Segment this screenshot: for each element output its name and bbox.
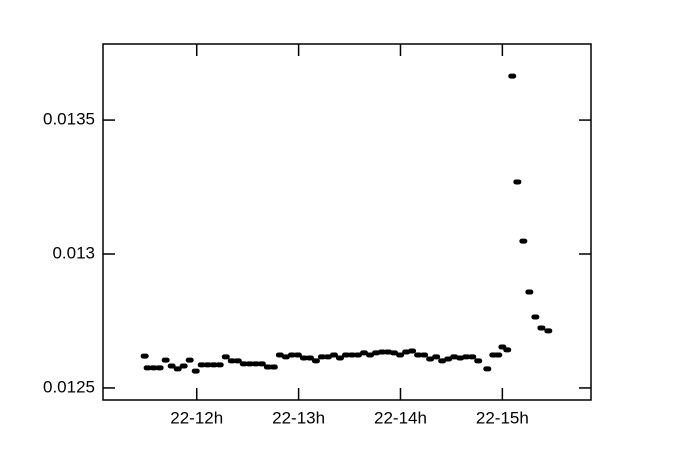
point: [197, 362, 206, 368]
point: [323, 354, 332, 360]
point: [161, 357, 170, 363]
point: [215, 362, 224, 368]
point: [143, 365, 152, 371]
point: [311, 358, 320, 364]
point: [251, 361, 260, 367]
point: [378, 349, 387, 355]
point: [396, 352, 405, 358]
point: [299, 355, 308, 361]
point: [173, 366, 182, 372]
point: [140, 353, 149, 359]
point: [281, 354, 290, 360]
x-tick-label: 22-12h: [170, 408, 223, 427]
point: [525, 289, 534, 295]
point: [239, 361, 248, 367]
point: [384, 349, 393, 355]
point: [293, 352, 302, 358]
point: [508, 73, 517, 79]
point: [462, 354, 471, 360]
y-tick-label: 0.0125: [43, 377, 95, 396]
point: [354, 352, 363, 358]
point: [483, 366, 492, 372]
point: [444, 356, 453, 362]
x-tick-label: 22-13h: [272, 408, 325, 427]
point: [203, 362, 212, 368]
point: [450, 354, 459, 360]
point: [227, 358, 236, 364]
point: [494, 352, 503, 358]
point: [305, 355, 314, 361]
point: [468, 354, 477, 360]
y-tick-label: 0.0135: [43, 110, 95, 129]
point: [402, 349, 411, 355]
point: [426, 356, 435, 362]
point: [269, 364, 278, 370]
point: [390, 350, 399, 356]
point: [191, 368, 200, 374]
point: [245, 361, 254, 367]
point: [408, 348, 417, 354]
point: [341, 352, 350, 358]
point: [179, 363, 188, 369]
point: [372, 350, 381, 356]
point: [155, 365, 164, 371]
point: [287, 352, 296, 358]
point: [263, 364, 272, 370]
point: [456, 355, 465, 361]
point: [519, 238, 528, 244]
point: [366, 352, 375, 358]
point: [438, 358, 447, 364]
point: [531, 314, 540, 320]
point: [537, 325, 546, 331]
point: [347, 352, 356, 358]
point: [513, 179, 522, 185]
point: [432, 354, 441, 360]
point: [503, 347, 512, 353]
point: [209, 362, 218, 368]
point: [167, 363, 176, 369]
point: [420, 352, 429, 358]
x-tick-label: 22-14h: [374, 408, 427, 427]
point: [329, 352, 338, 358]
y-tick-label: 0.013: [52, 243, 95, 262]
point: [257, 361, 266, 367]
point: [360, 350, 369, 356]
x-tick-label: 22-15h: [476, 408, 529, 427]
point: [317, 354, 326, 360]
point: [275, 352, 284, 358]
point: [544, 328, 553, 334]
point: [414, 352, 423, 358]
point: [149, 365, 158, 371]
point: [185, 357, 194, 363]
plot-frame: [102, 43, 592, 401]
point: [474, 358, 483, 364]
point: [221, 354, 230, 360]
point: [233, 358, 242, 364]
point: [335, 355, 344, 361]
